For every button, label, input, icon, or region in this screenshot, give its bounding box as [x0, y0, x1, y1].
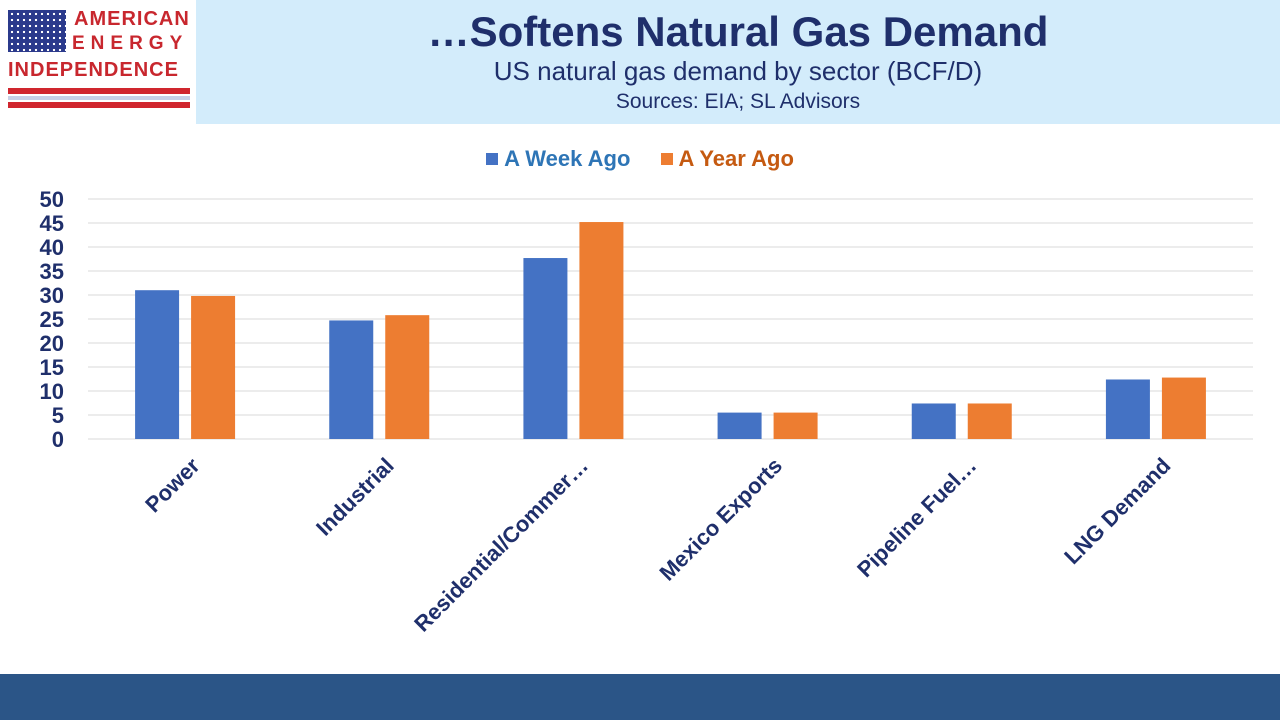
y-tick-label: 45 — [40, 211, 64, 236]
bar-year-ago — [385, 315, 430, 439]
legend-label-year: A Year Ago — [678, 146, 794, 171]
y-tick-label: 10 — [40, 379, 64, 404]
bar-week-ago — [135, 290, 180, 439]
footer-bar — [0, 674, 1280, 720]
legend-swatch-year — [660, 153, 673, 165]
x-tick-label: LNG Demand — [1059, 453, 1175, 569]
logo-stripe — [8, 102, 190, 108]
page-title: …Softens Natural Gas Demand — [427, 8, 1049, 55]
chart-subtitle: US natural gas demand by sector (BCF/D) — [493, 56, 983, 86]
x-tick-label: Residential/Commer… — [409, 453, 593, 637]
sources-note: Sources: EIA; SL Advisors — [615, 90, 861, 113]
bar-year-ago — [773, 412, 818, 439]
y-tick-label: 0 — [52, 427, 64, 452]
bar-year-ago — [579, 222, 624, 439]
y-tick-label: 40 — [40, 235, 64, 260]
bar-week-ago — [1105, 379, 1150, 439]
x-tick-label: Mexico Exports — [654, 453, 787, 586]
flag-icon — [8, 10, 66, 52]
y-tick-label: 25 — [40, 307, 64, 332]
logo-word-independence: INDEPENDENCE — [8, 59, 179, 81]
bar-week-ago — [911, 403, 956, 439]
bar-week-ago — [717, 412, 762, 439]
y-tick-label: 5 — [52, 403, 64, 428]
bar-week-ago — [329, 320, 374, 439]
y-tick-label: 35 — [40, 259, 64, 284]
x-tick-label: Power — [140, 453, 205, 518]
y-tick-label: 15 — [40, 355, 64, 380]
bar-week-ago — [523, 258, 568, 439]
y-tick-label: 30 — [40, 283, 64, 308]
legend-item-year: A Year Ago — [660, 146, 794, 172]
bar-year-ago — [1161, 377, 1206, 439]
logo-stripe — [8, 88, 190, 94]
legend-item-week: A Week Ago — [486, 146, 630, 172]
chart-legend: A Week Ago A Year Ago — [0, 146, 1280, 172]
bar-year-ago — [191, 295, 236, 439]
x-tick-label: Industrial — [311, 453, 399, 541]
bar-year-ago — [967, 403, 1012, 439]
y-tick-label: 50 — [40, 187, 64, 212]
y-tick-label: 20 — [40, 331, 64, 356]
x-tick-label: Pipeline Fuel… — [852, 453, 981, 582]
legend-swatch-week — [486, 153, 499, 165]
legend-label-week: A Week Ago — [504, 146, 631, 171]
logo-word-american: AMERICAN — [74, 8, 190, 30]
logo-word-energy: ENERGY — [72, 33, 189, 54]
logo-stripe-gap — [8, 96, 190, 100]
header-band — [196, 0, 1280, 124]
logo: AMERICAN ENERGY INDEPENDENCE — [0, 0, 196, 124]
